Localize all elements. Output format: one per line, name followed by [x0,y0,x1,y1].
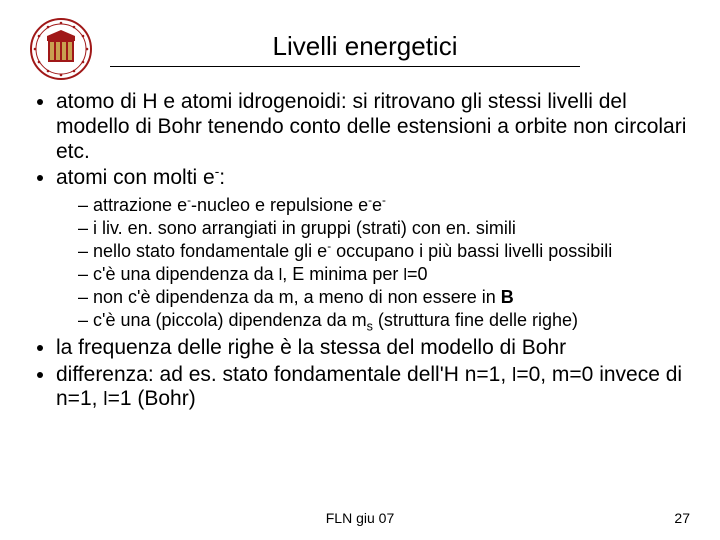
text: e [372,195,382,215]
header: Livelli energetici [30,18,690,80]
sub-bullet-item: attrazione e--nucleo e repulsione e-e- [78,195,690,217]
text: nello stato fondamentale gli e [93,241,327,261]
text: =0 [407,264,428,284]
text: differenza: ad es. stato fondamentale de… [56,363,512,386]
footer-center-text: FLN giu 07 [0,510,720,526]
title-underline [110,66,580,67]
sub-bullet-item: i liv. en. sono arrangiati in gruppi (st… [78,218,690,240]
slide-title: Livelli energetici [110,31,620,64]
sub-bullet-list: attrazione e--nucleo e repulsione e-e- i… [56,195,690,332]
text: c'è una (piccola) dipendenza da m [93,310,367,330]
text: =1 (Bohr) [108,387,196,410]
sub-bullet-item: c'è una (piccola) dipendenza da ms (stru… [78,310,690,332]
superscript-minus: - [382,194,386,207]
text: non c'è dipendenza da m, a meno di non e… [93,287,501,307]
bullet-item: atomo di H e atomi idrogenoidi: si ritro… [56,90,690,164]
text: occupano i più bassi livelli possibili [331,241,612,261]
university-seal-logo [30,18,92,80]
bullet-item: la frequenza delle righe è la stessa del… [56,336,690,361]
bold-text: B [501,287,514,307]
sub-bullet-item: c'è una dipendenza da l, E minima per l=… [78,264,690,286]
text: , E minima per [282,264,403,284]
text: (struttura fine delle righe) [373,310,578,330]
text: : [219,166,225,189]
text: atomi con molti e [56,166,215,189]
title-area: Livelli energetici [110,31,690,67]
sub-bullet-item: non c'è dipendenza da m, a meno di non e… [78,287,690,309]
main-bullet-list: atomo di H e atomi idrogenoidi: si ritro… [30,90,690,412]
page-number: 27 [674,510,690,526]
bullet-item: differenza: ad es. stato fondamentale de… [56,363,690,413]
bullet-item: atomi con molti e-: attrazione e--nucleo… [56,166,690,331]
text: c'è una dipendenza da [93,264,279,284]
sub-bullet-item: nello stato fondamentale gli e- occupano… [78,241,690,263]
text: -nucleo e repulsione e [191,195,368,215]
text: attrazione e [93,195,187,215]
